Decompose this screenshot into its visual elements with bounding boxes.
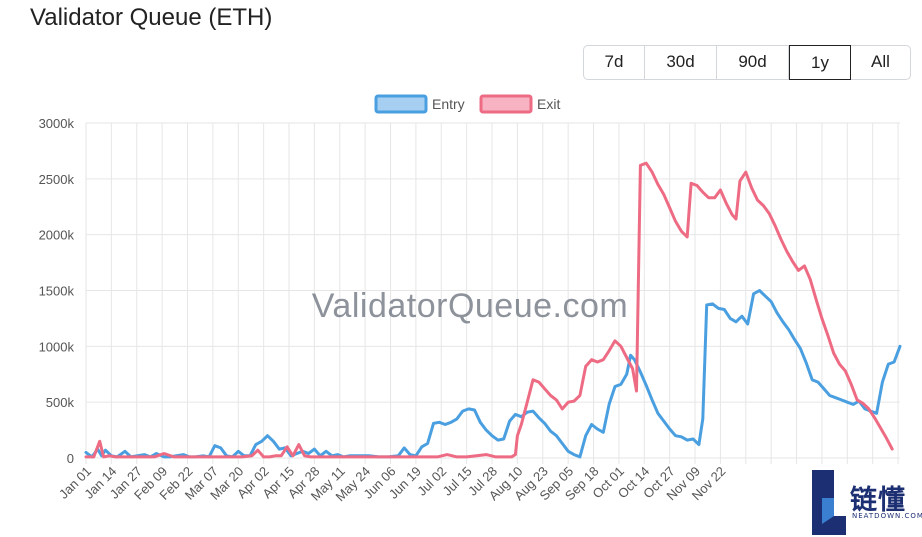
legend-swatch-exit[interactable] (479, 94, 533, 114)
y-tick-label: 3000k (39, 116, 75, 131)
range-button-all[interactable]: All (871, 52, 890, 71)
range-button-7d[interactable]: 7d (584, 46, 645, 79)
legend-label-exit[interactable]: Exit (537, 96, 560, 112)
chart-series (84, 161, 902, 459)
range-button-90d[interactable]: 90d (717, 46, 789, 79)
y-tick-label: 1000k (39, 339, 75, 354)
y-tick-label: 2000k (39, 228, 75, 243)
logo-text: 链懂 (850, 485, 906, 516)
y-tick-label: 2500k (39, 172, 75, 187)
legend-swatch-entry[interactable] (374, 94, 428, 114)
series-line-entry[interactable] (84, 289, 902, 459)
range-button-30d[interactable]: 30d (645, 46, 717, 79)
range-button-1y[interactable]: 1y (789, 45, 851, 80)
series-line-exit[interactable] (84, 161, 894, 459)
chart-grid (85, 122, 900, 464)
chart-legend: Entry Exit (374, 94, 560, 114)
logo-subtext: NEATDOWN.COM (852, 512, 922, 520)
neatdown-logo-icon (812, 470, 846, 535)
page-title: Validator Queue (ETH) (30, 4, 273, 31)
time-range-selector: 7d 30d 90d 1y All (583, 45, 911, 80)
watermark-text: ValidatorQueue.com (312, 287, 628, 325)
y-tick-label: 0 (67, 451, 74, 466)
y-tick-label: 500k (46, 395, 75, 410)
legend-label-entry[interactable]: Entry (432, 96, 465, 112)
y-tick-label: 1500k (39, 284, 75, 299)
